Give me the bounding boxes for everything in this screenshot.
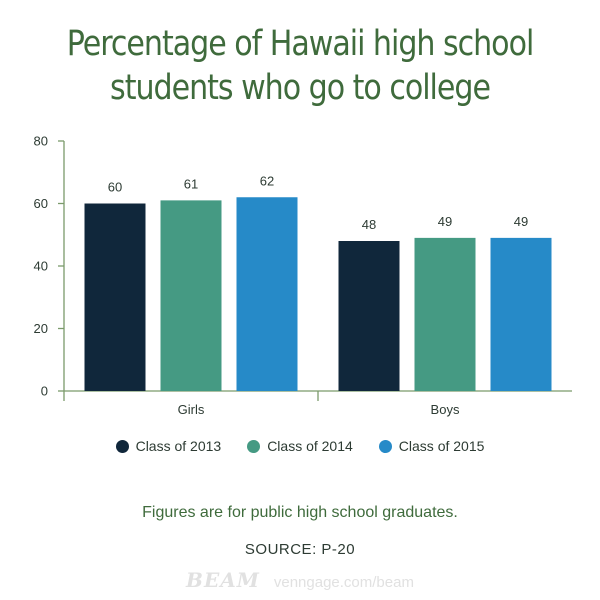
- bar-girls-2014: [160, 200, 222, 391]
- y-tick-label-40: 40: [34, 259, 48, 274]
- y-tick-label-80: 80: [34, 134, 48, 149]
- chart-legend: Class of 2013 Class of 2014 Class of 201…: [0, 438, 600, 454]
- chart-title-line-1: Percentage of Hawaii high school: [66, 24, 535, 64]
- legend-swatch-2014: [247, 439, 261, 453]
- legend-label-2013: Class of 2013: [135, 438, 222, 454]
- legend-swatch-2013: [115, 439, 129, 453]
- legend-item-2014: Class of 2014: [247, 438, 353, 454]
- bar-boys-2013: [338, 241, 400, 391]
- y-tick-label-0: 0: [41, 384, 48, 399]
- legend-swatch-2015: [378, 439, 392, 453]
- legend-label-2015: Class of 2015: [398, 438, 485, 454]
- beam-logo: BEAM: [186, 568, 260, 592]
- chart-title: Percentage of Hawaii high school student…: [42, 22, 558, 110]
- legend-label-2014: Class of 2014: [267, 438, 353, 454]
- bar-girls-2015: [236, 197, 298, 391]
- x-tick-label-boys: Boys: [431, 402, 460, 417]
- data-label-girls-2014: 61: [184, 176, 198, 191]
- legend-item-2015: Class of 2015: [378, 438, 485, 454]
- data-label-boys-2015: 49: [514, 214, 528, 229]
- y-tick-label-20: 20: [34, 321, 48, 336]
- footnote: Figures are for public high school gradu…: [142, 504, 458, 521]
- brand-url: venngage.com/beam: [273, 574, 414, 591]
- source-note: SOURCE: P-20: [244, 541, 356, 558]
- x-tick-label-girls: Girls: [178, 402, 205, 417]
- y-tick-label-60: 60: [34, 196, 48, 211]
- chart-title-line-2: students who go to college: [110, 68, 491, 108]
- legend-item-2013: Class of 2013: [115, 438, 222, 454]
- bar-boys-2015: [490, 237, 552, 391]
- brand-watermark: BEAM venngage.com/beam: [0, 568, 600, 592]
- data-label-girls-2013: 60: [108, 180, 122, 195]
- bar-girls-2013: [84, 203, 146, 391]
- bar-boys-2014: [414, 237, 476, 391]
- data-label-boys-2013: 48: [362, 217, 376, 232]
- data-label-boys-2014: 49: [438, 214, 452, 229]
- data-label-girls-2015: 62: [260, 173, 274, 188]
